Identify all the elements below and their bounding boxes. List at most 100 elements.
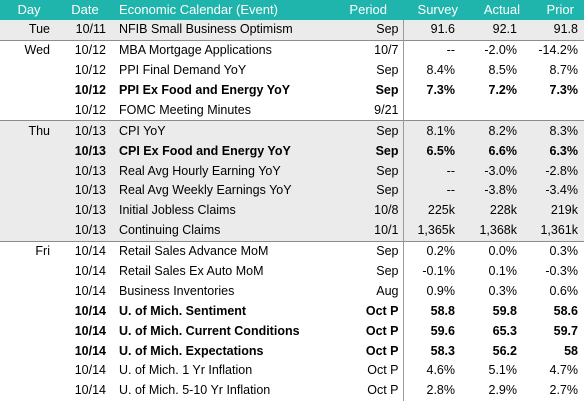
row-actual: 8.5% <box>488 63 518 78</box>
header-row: Day Date Economic Calendar (Event) Perio… <box>0 0 584 20</box>
row-date: 10/14 <box>74 283 106 298</box>
row-survey: 59.6 <box>430 323 455 338</box>
row-day <box>0 361 58 381</box>
row-event: Initial Jobless Claims <box>119 203 236 218</box>
row-day <box>0 181 58 201</box>
row-period: Sep <box>331 240 404 262</box>
row-survey: 1,365k <box>417 223 455 238</box>
row-date: 10/13 <box>74 203 106 218</box>
row-prior: 7.3% <box>549 83 579 97</box>
row-prior: -3.4% <box>545 183 578 198</box>
table-row: 10/13 Real Avg Hourly Earning YoY Sep --… <box>0 161 584 182</box>
header-survey: Survey <box>417 2 458 18</box>
row-actual: 56.2 <box>492 343 517 358</box>
row-actual: 1,368k <box>479 223 517 238</box>
row-prior: 91.8 <box>553 22 578 37</box>
row-date: 10/11 <box>75 22 106 37</box>
row-actual <box>461 100 523 120</box>
row-event: Retail Sales Ex Auto MoM <box>119 264 264 279</box>
row-period: Sep <box>331 161 404 182</box>
row-survey: -- <box>446 163 455 178</box>
header-period: Period <box>349 2 387 18</box>
row-survey: 91.6 <box>430 22 455 37</box>
row-event: NFIB Small Business Optimism <box>119 22 293 37</box>
row-period: Oct P <box>331 361 404 381</box>
row-date: 10/14 <box>74 323 106 338</box>
row-prior <box>523 100 584 120</box>
row-day <box>0 201 58 221</box>
row-survey: 7.3% <box>426 83 456 97</box>
row-day: Fri <box>0 240 58 262</box>
table-row: Thu 10/13 CPI YoY Sep 8.1% 8.2% 8.3% <box>0 120 584 142</box>
row-date: 10/14 <box>74 264 106 279</box>
row-date: 10/12 <box>74 102 106 117</box>
row-day <box>0 161 58 181</box>
row-event: U. of Mich. 1 Yr Inflation <box>119 363 253 378</box>
row-event: U. of Mich. Sentiment <box>119 303 247 318</box>
row-event: PPI Final Demand YoY <box>119 63 247 78</box>
row-survey <box>403 100 461 120</box>
table-row: 10/14 U. of Mich. 5-10 Yr Inflation Oct … <box>0 380 584 401</box>
row-actual: 228k <box>489 203 517 218</box>
row-period: Sep <box>331 261 404 282</box>
row-prior: 58.6 <box>553 303 578 318</box>
row-date: 10/12 <box>58 39 112 61</box>
row-period: Oct P <box>331 301 404 322</box>
row-prior: -0.3% <box>545 264 578 279</box>
row-day <box>0 221 58 241</box>
row-day <box>0 141 58 161</box>
row-day: Wed <box>0 39 58 61</box>
table-row: 10/13 Initial Jobless Claims 10/8 225k 2… <box>0 200 584 221</box>
row-date: 10/13 <box>74 163 106 178</box>
row-survey: 0.2% <box>403 240 461 262</box>
row-day <box>0 262 58 282</box>
row-period: Aug <box>331 281 404 302</box>
row-actual: 6.6% <box>488 143 518 158</box>
row-prior: 0.6% <box>549 283 579 298</box>
table-row: 10/14 U. of Mich. Sentiment Oct P 58.8 5… <box>0 301 584 322</box>
row-actual: -3.8% <box>484 183 517 198</box>
table-row: 10/14 Retail Sales Ex Auto MoM Sep -0.1%… <box>0 261 584 282</box>
row-prior: 2.7% <box>549 383 579 398</box>
row-date: 10/14 <box>74 363 106 378</box>
row-event: U. of Mich. Expectations <box>119 343 264 358</box>
row-survey: 58.8 <box>430 303 455 318</box>
row-day: Tue <box>28 22 50 37</box>
row-survey: 8.1% <box>403 120 461 142</box>
row-day <box>0 81 58 101</box>
row-survey: 4.6% <box>426 363 456 378</box>
row-date: 10/13 <box>74 223 106 238</box>
table-row: 10/13 Continuing Claims 10/1 1,365k 1,36… <box>0 220 584 242</box>
row-survey: 58.3 <box>430 343 455 358</box>
row-actual: 92.1 <box>492 22 517 37</box>
row-prior: -14.2% <box>523 39 584 61</box>
table-row: 10/14 U. of Mich. Current Conditions Oct… <box>0 321 584 342</box>
header-prior: Prior <box>546 2 574 18</box>
row-prior: 6.3% <box>549 143 579 158</box>
row-date: 10/14 <box>58 240 112 262</box>
row-day <box>0 281 58 301</box>
row-event: Business Inventories <box>119 283 235 298</box>
row-day <box>0 341 58 361</box>
row-period: 10/1 <box>331 220 404 242</box>
table-row: 10/13 CPI Ex Food and Energy YoY Sep 6.5… <box>0 141 584 162</box>
table-row: 10/14 Business Inventories Aug 0.9% 0.3%… <box>0 281 584 302</box>
row-date: 10/12 <box>74 83 106 97</box>
row-period: 10/7 <box>331 39 404 61</box>
row-prior: 0.3% <box>523 240 584 262</box>
row-period: Sep <box>331 181 404 201</box>
row-event: PPI Ex Food and Energy YoY <box>119 83 291 97</box>
row-period: Oct P <box>331 380 404 401</box>
row-prior: 8.3% <box>523 120 584 142</box>
row-event: U. of Mich. 5-10 Yr Inflation <box>119 383 271 398</box>
row-period: Oct P <box>331 341 404 362</box>
row-prior: 4.7% <box>549 363 579 378</box>
row-actual: 65.3 <box>492 323 517 338</box>
table-row: 10/14 U. of Mich. 1 Yr Inflation Oct P 4… <box>0 361 584 381</box>
table-row: Wed 10/12 MBA Mortgage Applications 10/7… <box>0 39 584 61</box>
row-event: Real Avg Hourly Earning YoY <box>119 163 281 178</box>
row-prior: 59.7 <box>553 323 578 338</box>
row-period: Sep <box>331 19 404 41</box>
row-actual: -3.0% <box>484 163 517 178</box>
row-period: Sep <box>331 80 404 101</box>
